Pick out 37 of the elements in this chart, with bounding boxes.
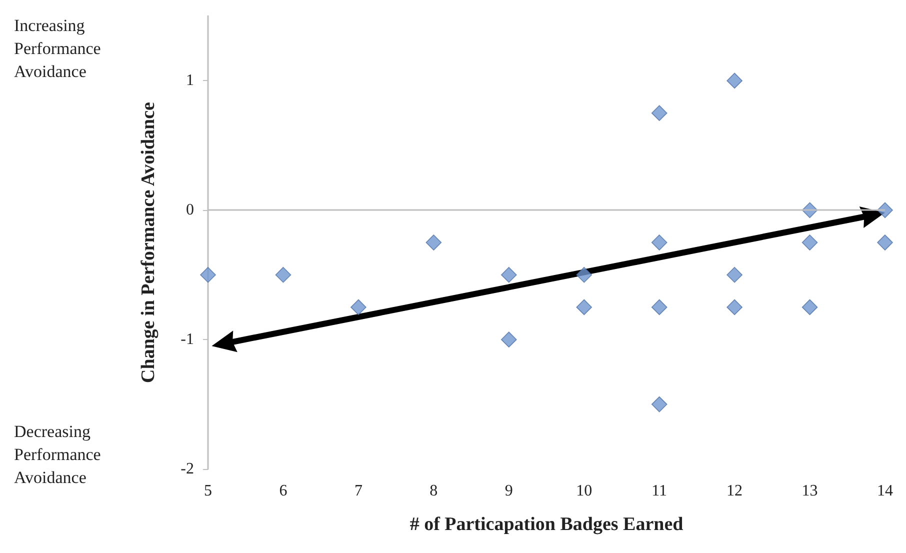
- point: [726, 266, 742, 283]
- y-tick-label: 0: [186, 202, 194, 219]
- y-tick-label: -2: [180, 460, 194, 478]
- point: [651, 234, 668, 250]
- point: [802, 299, 818, 316]
- point: [426, 234, 442, 250]
- point: [576, 299, 592, 316]
- point: [651, 105, 668, 121]
- x-tick-label: 7: [354, 482, 362, 500]
- point: [726, 72, 742, 89]
- point: [500, 266, 517, 283]
- x-tick-label: 13: [802, 482, 818, 500]
- y-tick-label: 1: [186, 72, 194, 90]
- point: [651, 396, 668, 412]
- point: [350, 299, 366, 316]
- point: [651, 299, 668, 316]
- point: [275, 266, 292, 283]
- x-tick-label: 5: [204, 482, 212, 500]
- point: [877, 202, 893, 218]
- y-axis-title: Change in Performance Avoidance: [138, 102, 159, 383]
- x-tick-label: 11: [652, 482, 668, 500]
- text: Decreasing Performance Avoidance: [14, 422, 106, 487]
- x-tick-label: 8: [430, 482, 438, 500]
- y-tick-label: -1: [180, 331, 194, 348]
- x-axis-title: # of Particapation Badges Earned: [410, 514, 684, 535]
- x-tick-label: 9: [504, 482, 513, 500]
- text: Increasing Performance Avoidance: [14, 16, 106, 81]
- point: [802, 234, 818, 250]
- x-tick-label: 6: [279, 482, 288, 500]
- x-tick-label: 12: [726, 482, 743, 500]
- point: [877, 234, 893, 250]
- point: [576, 266, 592, 283]
- point: [200, 266, 216, 283]
- x-tick-label: 10: [576, 482, 592, 500]
- point: [500, 332, 517, 348]
- point: [726, 299, 742, 316]
- x-tick-label: 14: [877, 482, 893, 500]
